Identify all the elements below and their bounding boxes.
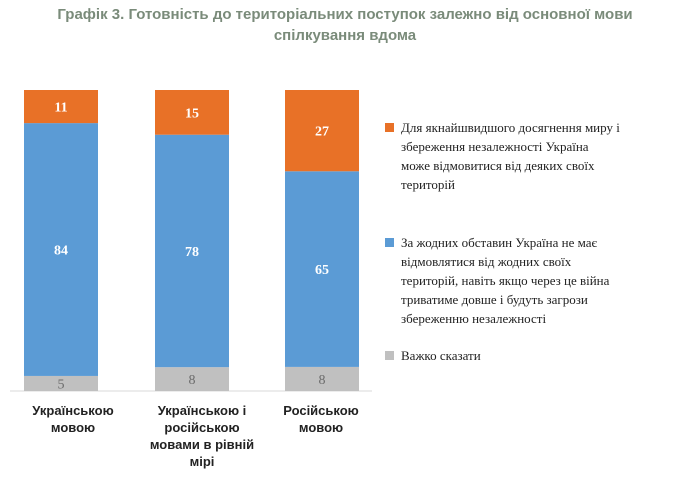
category-label-ukrainian: Українською мовою — [32, 403, 114, 435]
bar-never-concede-ukrainian — [24, 123, 98, 376]
bar-concede-both — [155, 90, 229, 135]
data-label-never-concede-ukrainian: 84 — [54, 244, 68, 259]
data-label-concede-ukrainian: 11 — [54, 101, 67, 116]
legend-label-hard-to-say: Важко сказати — [401, 348, 481, 363]
chart-title: Графік 3. Готовність до територіальних п… — [0, 4, 690, 46]
legend-swatch-concede — [385, 123, 394, 132]
bar-never-concede-both — [155, 134, 229, 368]
bar-concede-russian — [285, 90, 359, 172]
legend-label-concede: Для якнайшвидшого досягнення миру і збер… — [401, 120, 620, 192]
data-label-hard-to-say-ukrainian: 5 — [58, 377, 65, 392]
legend-label-never-concede: За жодних обставин Україна не має відмов… — [401, 235, 610, 326]
data-label-never-concede-both: 78 — [185, 245, 199, 260]
bar-concede-ukrainian — [24, 90, 98, 124]
chart-legend: Для якнайшвидшого досягнення миру і збер… — [385, 118, 685, 365]
data-label-concede-russian: 27 — [315, 125, 329, 140]
legend-swatch-never-concede — [385, 238, 394, 247]
category-label-both: Українською і російською мовами в рівній… — [149, 403, 255, 469]
legend-swatch-hard-to-say — [385, 351, 394, 360]
data-label-concede-both: 15 — [185, 106, 199, 121]
legend-item-concede: Для якнайшвидшого досягнення миру і збер… — [385, 118, 685, 194]
data-label-hard-to-say-both: 8 — [189, 373, 196, 388]
legend-item-hard-to-say: Важко сказати — [385, 346, 685, 365]
bar-hard-to-say-both — [155, 367, 229, 391]
data-label-never-concede-russian: 65 — [315, 263, 329, 278]
chart-title-line-1: Графік 3. Готовність до територіальних п… — [57, 6, 633, 23]
bar-hard-to-say-russian — [285, 366, 359, 391]
bar-hard-to-say-ukrainian — [24, 375, 98, 391]
legend-item-never-concede: За жодних обставин Україна не має відмов… — [385, 233, 685, 328]
category-label-russian: Російською мовою — [283, 403, 359, 435]
bar-never-concede-russian — [285, 171, 359, 367]
chart-title-line-2: спілкування вдома — [273, 27, 417, 44]
data-label-hard-to-say-russian: 8 — [319, 373, 326, 388]
